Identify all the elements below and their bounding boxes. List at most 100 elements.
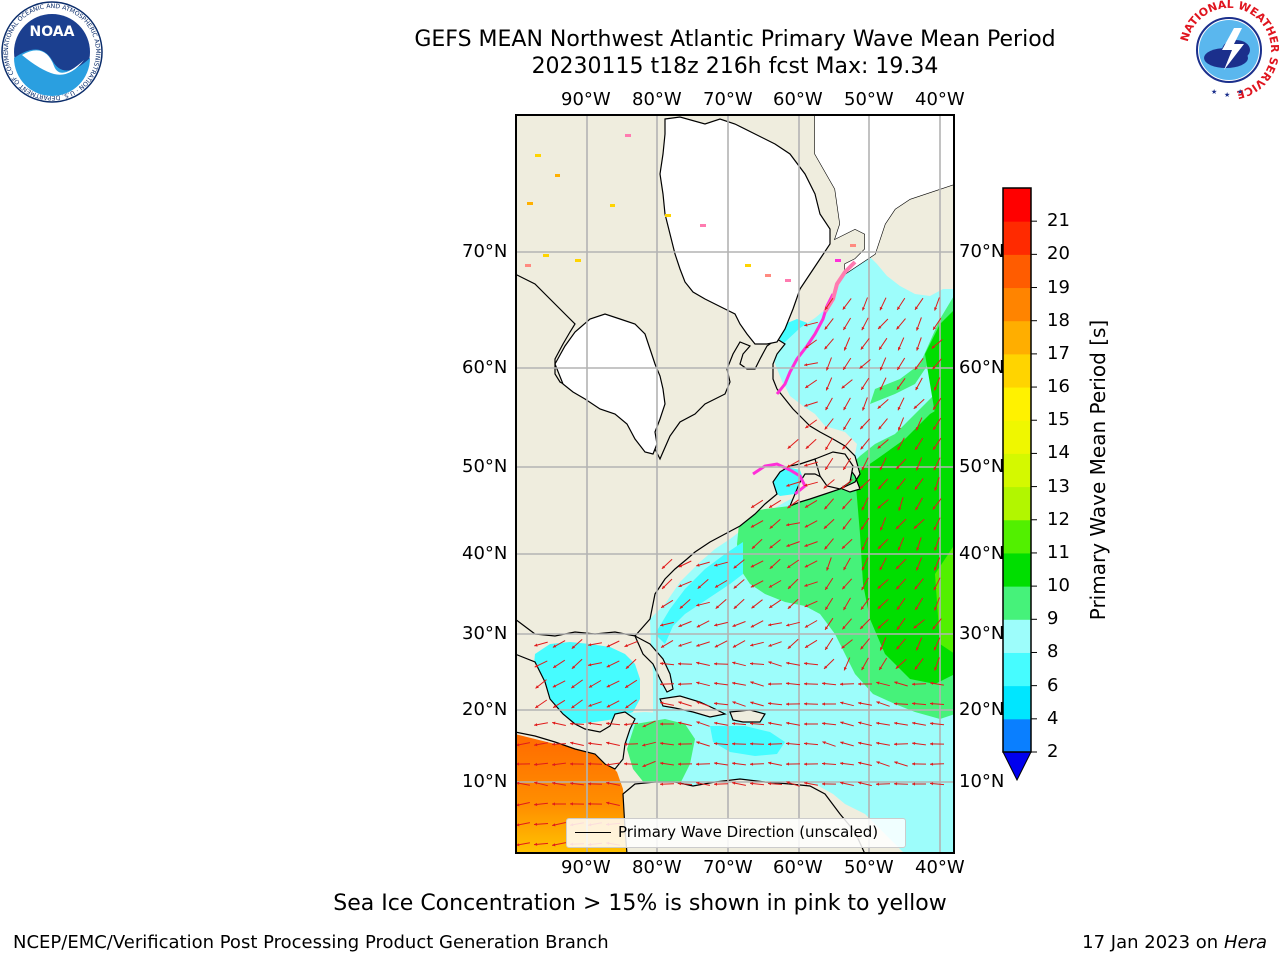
lon-label-top: 90°W [561, 89, 611, 110]
wave-arrow-head [912, 721, 916, 725]
wave-arrow-head [804, 524, 809, 528]
wave-arrow-head [768, 702, 772, 706]
wave-arrow-head [552, 781, 556, 785]
wave-arrow-head [768, 623, 772, 627]
wave-arrow-head [661, 644, 665, 648]
colorbar-tick-label: 12 [1047, 508, 1070, 530]
wave-arrow-head [714, 742, 718, 746]
wave-arrow-head [570, 741, 574, 745]
lat-label-left: 10°N [462, 771, 508, 792]
wave-arrow-head [894, 721, 898, 725]
wave-arrow-head [552, 644, 557, 648]
wave-arrow-head [842, 585, 846, 590]
wave-arrow-head [678, 584, 682, 587]
wave-arrow-head [933, 426, 937, 430]
wave-arrow-head [862, 407, 866, 411]
wave-arrow-head [696, 563, 700, 567]
wave-arrow-head [769, 504, 773, 508]
wave-arrow-head [861, 466, 865, 471]
wave-arrow-head [841, 485, 845, 489]
wave-arrow-head [696, 701, 700, 705]
wave-arrow-head [860, 646, 864, 650]
wave-arrow-head [860, 625, 864, 629]
colorbar-tick-label: 20 [1047, 243, 1070, 265]
wave-arrow-head [571, 705, 575, 709]
wave-arrow-head [916, 647, 919, 651]
wave-arrow-head [804, 564, 809, 568]
colorbar-segment [1003, 586, 1031, 620]
wave-arrow-head [624, 762, 628, 766]
wave-arrow-head [858, 781, 862, 785]
wave-arrow-head [930, 742, 933, 746]
wave-arrow-head [534, 802, 538, 807]
wave-arrow-head [877, 585, 881, 589]
wave-arrow-head [896, 626, 900, 630]
wave-arrow-head [861, 546, 865, 551]
wave-arrow-head [696, 721, 700, 725]
wave-arrow-head [861, 526, 865, 530]
wave-arrow-head [804, 722, 807, 726]
wave-arrow-head [678, 662, 681, 666]
colorbar-tick-label: 8 [1047, 641, 1059, 663]
colorbar-tick-label: 17 [1047, 342, 1070, 364]
wave-arrow-head [824, 326, 828, 330]
wave-arrow-head [786, 623, 790, 627]
wave-arrow-head [750, 782, 754, 786]
colorbar-segment [1003, 519, 1031, 554]
wave-arrow-head [934, 307, 938, 311]
wave-arrow-head [552, 802, 555, 806]
wave-arrow-head [768, 721, 772, 725]
wave-arrow-head [878, 545, 882, 549]
wave-arrow-head [588, 802, 591, 806]
wave-arrow-head [914, 366, 918, 370]
wave-arrow-head [879, 367, 883, 371]
wave-arrow-head [897, 606, 900, 610]
wave-arrow-head [930, 722, 934, 726]
lat-label-right: 20°N [959, 699, 1005, 720]
wave-arrow-head [678, 624, 682, 627]
wave-arrow-head [912, 702, 916, 706]
wave-arrow-head [826, 367, 829, 371]
wave-arrow-head [714, 721, 718, 725]
wave-arrow-head [842, 306, 846, 310]
wave-arrow-head [786, 543, 790, 547]
wave-arrow-head [880, 527, 883, 531]
wave-arrow-head [914, 586, 918, 590]
wave-arrow-head [606, 781, 610, 785]
wave-arrow-head [571, 685, 575, 689]
wave-arrow-head [877, 505, 881, 509]
wave-arrow-head [733, 585, 737, 589]
footer-date: 17 Jan 2023 on Hera [1082, 932, 1267, 953]
wave-arrow-head [750, 742, 754, 746]
wave-arrow-head [805, 425, 809, 429]
colorbar-tick-label: 4 [1047, 707, 1059, 729]
colorbar-segment [1003, 552, 1031, 587]
wave-arrow-head [933, 647, 937, 651]
wave-arrow-head [535, 705, 539, 708]
wave-arrow-head [732, 742, 736, 746]
wave-arrow-head [750, 681, 754, 685]
wave-arrow-head [678, 682, 681, 686]
wave-arrow-head [714, 761, 718, 765]
wave-arrow-head [861, 326, 865, 331]
colorbar-label: Primary Wave Mean Period [s] [1086, 319, 1110, 621]
wave-arrow-head [843, 466, 847, 470]
lat-label-left: 60°N [462, 357, 508, 378]
wave-arrow-head [588, 762, 592, 766]
wave-arrow-head [916, 467, 919, 471]
wave-arrow-head [915, 446, 919, 450]
wave-arrow-head [842, 505, 846, 510]
wave-arrow-head [714, 563, 718, 567]
wave-arrow-head [876, 782, 880, 786]
wave-arrow-head [840, 741, 844, 745]
wave-arrow-head [898, 427, 901, 431]
wave-arrow-head [823, 485, 827, 489]
wave-arrow-head [826, 387, 829, 391]
svg-text:NOAA: NOAA [30, 24, 75, 40]
colorbar-segment [1003, 718, 1031, 753]
colorbar-tick-label: 9 [1047, 608, 1059, 630]
colorbar-tick-label: 21 [1047, 210, 1070, 232]
wave-arrow-head [858, 741, 862, 745]
colorbar-tick-label: 10 [1047, 575, 1070, 597]
colorbar-segment [1003, 619, 1031, 653]
